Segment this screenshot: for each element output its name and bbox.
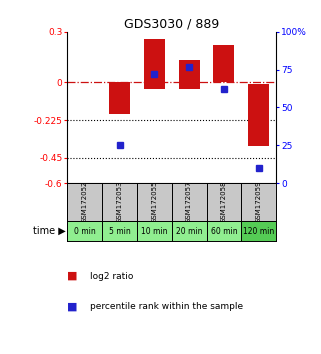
Text: percentile rank within the sample: percentile rank within the sample [90, 302, 243, 311]
Text: time ▶: time ▶ [33, 226, 66, 236]
Bar [206, 222, 241, 241]
Bar [137, 183, 172, 222]
Text: ■: ■ [67, 301, 78, 311]
Text: ■: ■ [67, 271, 78, 281]
Text: 20 min: 20 min [176, 227, 202, 236]
Text: GSM172055: GSM172055 [151, 181, 157, 223]
Bar [206, 183, 241, 222]
Text: GSM172058: GSM172058 [221, 181, 227, 223]
Text: log2 ratio: log2 ratio [90, 272, 133, 281]
Text: GSM172053: GSM172053 [117, 181, 123, 223]
Title: GDS3030 / 889: GDS3030 / 889 [124, 18, 219, 31]
Text: 0 min: 0 min [74, 227, 96, 236]
Bar [241, 183, 276, 222]
Bar [241, 222, 276, 241]
Bar [213, 45, 234, 82]
Bar [109, 82, 130, 114]
Bar [172, 222, 206, 241]
Text: 5 min: 5 min [109, 227, 130, 236]
Text: 60 min: 60 min [211, 227, 237, 236]
Text: GSM172052: GSM172052 [82, 181, 88, 223]
Text: 120 min: 120 min [243, 227, 274, 236]
Bar [102, 183, 137, 222]
Bar [67, 183, 102, 222]
Text: GSM172059: GSM172059 [256, 181, 262, 223]
Bar [137, 222, 172, 241]
Bar [102, 222, 137, 241]
Bar [172, 183, 206, 222]
Bar [179, 61, 200, 89]
Bar [144, 39, 165, 89]
Bar [67, 222, 102, 241]
Text: 10 min: 10 min [141, 227, 168, 236]
Bar [248, 84, 269, 146]
Text: GSM172057: GSM172057 [186, 181, 192, 223]
